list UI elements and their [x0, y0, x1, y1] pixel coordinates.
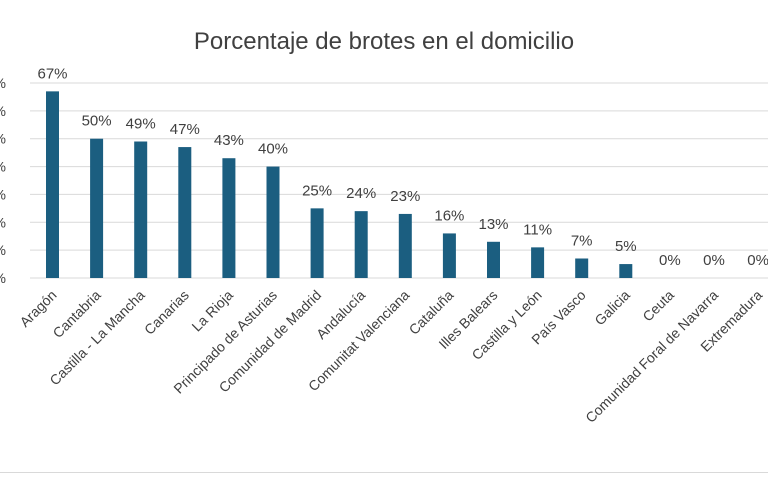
data-label: 40% [258, 141, 288, 158]
x-tick-label: Galicia [591, 287, 633, 329]
x-tick-label: Ceuta [639, 287, 677, 325]
y-tick-label: % [0, 159, 6, 175]
bar [619, 264, 633, 278]
bar [46, 91, 59, 278]
bar [531, 247, 545, 278]
bar [134, 141, 148, 278]
bar [575, 258, 589, 278]
x-tick-label: Aragón [16, 287, 59, 330]
bar [487, 241, 500, 278]
data-label: 50% [82, 113, 112, 130]
data-label: 16% [434, 207, 464, 224]
data-label: 43% [214, 132, 244, 149]
x-tick-label: Canarias [141, 287, 192, 338]
data-label: 0% [703, 252, 725, 269]
y-tick-label: % [0, 214, 6, 230]
chart-title: Porcentaje de brotes en el domicilio [194, 28, 574, 55]
bar [222, 158, 236, 278]
data-label: 23% [390, 188, 420, 205]
bar [398, 213, 412, 278]
data-label: 7% [571, 233, 593, 250]
y-tick-label: % [0, 131, 6, 147]
data-labels: 67% 50% 49% 47% 43% 40% 25% 24% 23% 16% 13% 11% 7% 5%… [37, 65, 768, 269]
bar [442, 233, 456, 278]
data-label: 0% [659, 252, 681, 269]
bar [178, 147, 192, 278]
y-tick-label: % [0, 242, 6, 258]
y-tick-label: % [0, 186, 6, 202]
data-label: 5% [615, 238, 637, 255]
y-tick-label: % [0, 75, 6, 91]
y-tick-label: % [0, 103, 6, 119]
data-label: 11% [523, 221, 552, 238]
data-label: 49% [126, 116, 156, 133]
bar [266, 166, 280, 278]
data-label: 25% [302, 182, 332, 199]
bars [46, 91, 633, 278]
data-label: 13% [478, 216, 508, 233]
data-label: 67% [37, 65, 67, 82]
bottom-divider [0, 472, 768, 473]
bar [354, 211, 368, 278]
y-tick-label: % [0, 270, 6, 286]
bar [310, 208, 324, 278]
bar [90, 138, 104, 278]
data-label: 24% [346, 185, 376, 202]
y-axis-ticks: %%%%%%%% [0, 75, 6, 286]
data-label: 47% [170, 121, 200, 138]
data-label: 0% [747, 252, 768, 269]
